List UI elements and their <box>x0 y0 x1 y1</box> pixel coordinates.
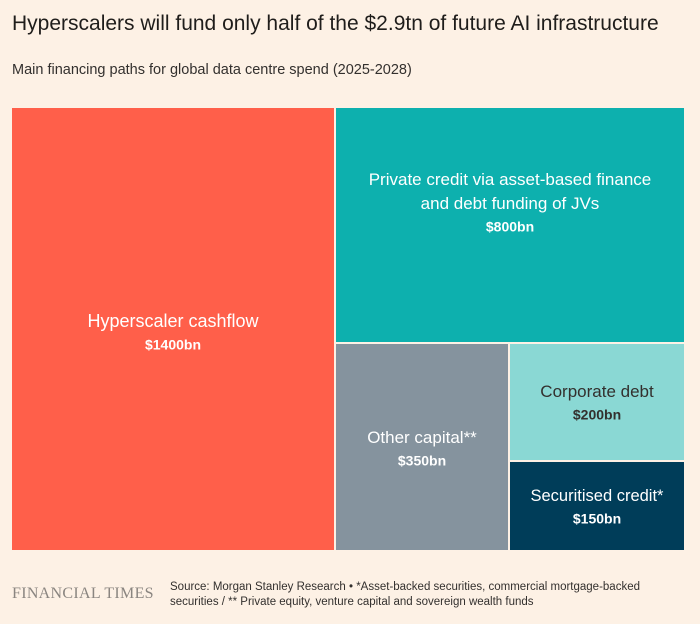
tile-rect-corporate-debt <box>510 344 684 460</box>
tile-value-securitised-credit: $150bn <box>573 510 621 526</box>
tile-label-securitised-credit: Securitised credit* <box>531 487 665 505</box>
tile-hyperscaler: Hyperscaler cashflow $1400bn <box>12 108 334 550</box>
tile-private-credit: Private credit via asset-based finance an… <box>336 108 684 342</box>
source-note: Source: Morgan Stanley Research • *Asset… <box>170 581 640 608</box>
ft-logo: FINANCIAL TIMES <box>12 585 154 602</box>
tile-value-corporate-debt: $200bn <box>573 406 621 422</box>
tile-value-other-capital: $350bn <box>398 452 446 468</box>
tile-label-corporate-debt: Corporate debt <box>540 382 654 401</box>
tile-rect-other-capital <box>336 344 508 550</box>
tile-label-private-credit: Private credit via asset-based finance <box>369 170 652 189</box>
tile-value-hyperscaler: $1400bn <box>145 336 201 352</box>
tile-corporate-debt: Corporate debt $200bn <box>510 344 684 460</box>
tile-label-other-capital: Other capital** <box>367 428 477 447</box>
tile-rect-securitised-credit <box>510 462 684 550</box>
tile-securitised-credit: Securitised credit* $150bn <box>510 462 684 550</box>
treemap-tiles: Hyperscaler cashflow $1400bn Private credi… <box>12 108 684 550</box>
tile-rect-hyperscaler <box>12 108 334 550</box>
tile-value-private-credit: $800bn <box>486 218 534 234</box>
tile-label-private-credit: and debt funding of JVs <box>421 194 600 213</box>
tile-other-capital: Other capital** $350bn <box>336 344 508 550</box>
tile-rect-private-credit <box>336 108 684 342</box>
chart-title: Hyperscalers will fund only half of the … <box>12 12 659 35</box>
tile-label-hyperscaler: Hyperscaler cashflow <box>87 311 259 331</box>
chart-subtitle: Main financing paths for global data cen… <box>12 62 412 78</box>
